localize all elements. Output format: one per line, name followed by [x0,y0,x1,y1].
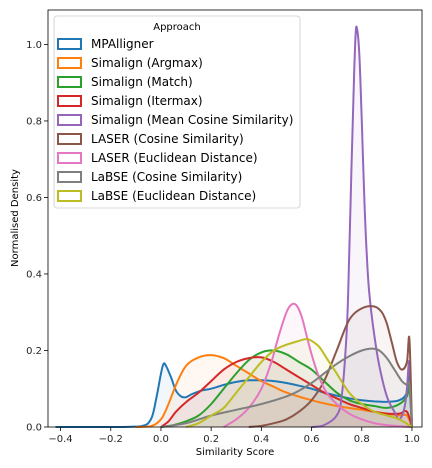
density-lines [55,25,413,428]
y-tick-label: 0.0 [26,423,42,434]
y-tick-label: 0.4 [26,269,42,280]
x-tick-label: 0.8 [354,434,370,445]
legend-swatch-simalign-match [57,76,82,88]
density-line-labse-cosine-similarity [160,347,413,428]
legend-swatch-simalign-itermax [57,95,82,107]
density-line-laser-euclidean-distance [223,302,413,428]
y-axis-label: Normalised Density [10,169,21,267]
legend-swatch-laser-euclidean-distance [57,152,82,164]
y-tick-label: 1.0 [26,40,42,51]
density-line-labse-euclidean-distance [185,338,413,428]
legend-swatch-simalign-argmax [57,57,82,69]
density-fill-labse-euclidean-distance [186,339,412,427]
legend-entries: MPAlligner Simalign (Argmax) Simalign (Mat… [57,37,293,203]
x-tick-label: 0.4 [253,434,269,445]
legend-swatch-laser-cosine-similarity [57,133,82,145]
legend-label-simalign-argmax: Simalign (Argmax) [91,56,203,70]
legend-label-simalign-itermax: Simalign (Itermax) [91,94,203,108]
density-line-simalign-match [160,349,413,428]
legend-swatch-mpalligner [57,38,82,50]
y-tick-label: 0.8 [26,116,42,127]
legend-label-laser-euclidean-distance: LASER (Euclidean Distance) [91,151,258,165]
y-axis-ticks: 0.0 0.2 0.4 0.6 0.8 1.0 [26,40,48,434]
x-tick-label: −0.2 [99,434,123,445]
legend-box [53,15,301,209]
legend-label-labse-euclidean-distance: LaBSE (Euclidean Distance) [91,189,256,203]
y-tick-label: 0.2 [26,346,42,357]
legend-label-laser-cosine-similarity: LASER (Cosine Similarity) [91,132,244,146]
density-fill-simalign-mean-cosine-similarity [311,26,412,427]
x-tick-label: −0.4 [48,434,72,445]
legend-label-labse-cosine-similarity: LaBSE (Cosine Similarity) [91,170,242,184]
density-fill-laser-euclidean-distance [223,303,412,427]
x-tick-label: 1.0 [404,434,420,445]
x-tick-label: 0.0 [153,434,169,445]
x-tick-label: 0.6 [304,434,320,445]
plot-frame [47,9,423,428]
x-tick-label: 0.2 [203,434,219,445]
legend-swatch-labse-euclidean-distance [57,190,82,202]
legend-swatch-simalign-mean-cosine-similarity [57,114,82,126]
legend-label-simalign-mean-cosine-similarity: Simalign (Mean Cosine Similarity) [91,113,293,127]
legend-label-mpalligner: MPAlligner [91,37,154,51]
legend-label-simalign-match: Simalign (Match) [91,75,193,89]
legend-title: Approach [153,22,201,33]
legend: Approach MPAlligner Simalign (Argmax) Sima… [53,15,301,209]
legend-swatch-labse-cosine-similarity [57,171,82,183]
x-axis-ticks: −0.4 −0.2 0.0 0.2 0.4 0.6 0.8 1.0 [48,427,420,445]
density-line-mpalligner [55,362,413,428]
y-tick-label: 0.6 [26,193,42,204]
x-axis-label: Similarity Score [196,447,274,458]
density-line-laser-cosine-similarity [248,305,413,428]
